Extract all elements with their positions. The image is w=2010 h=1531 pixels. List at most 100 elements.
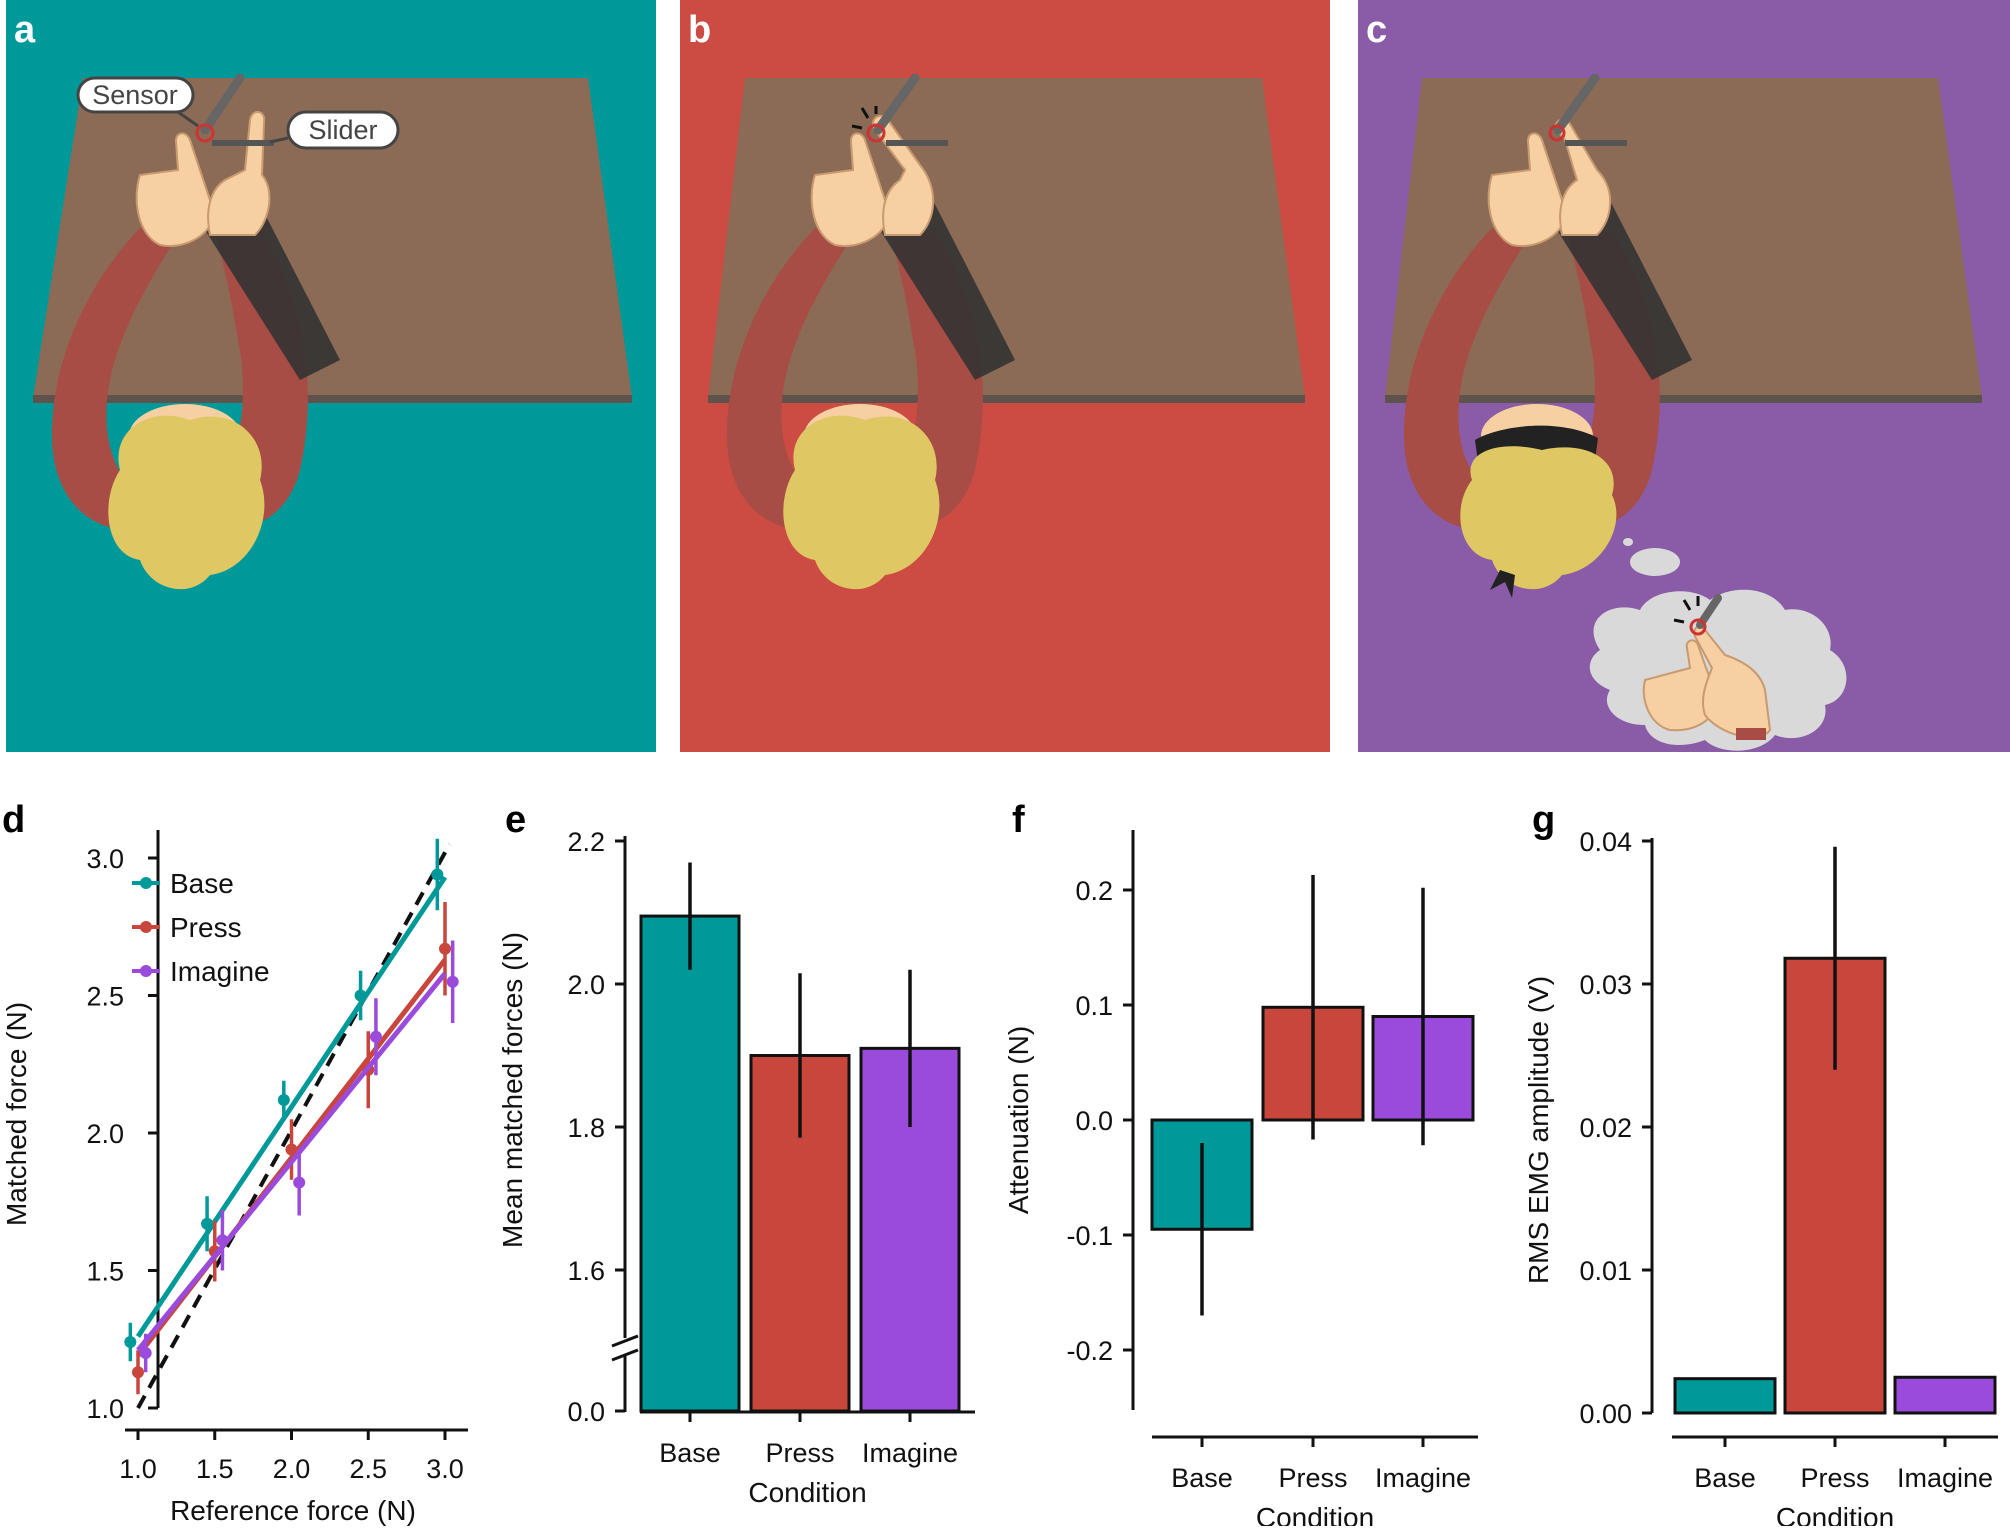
callout-slider: Slider	[269, 110, 400, 150]
y-tick-label: 1.8	[567, 1113, 605, 1143]
y-tick-label: 2.0	[567, 970, 605, 1000]
panel-a-illustration: Sensor Slider a	[6, 0, 656, 752]
blindfold-knot-icon	[1490, 570, 1515, 598]
panel-letter-d: d	[2, 799, 25, 841]
left-hand	[1487, 132, 1569, 247]
panel-letter-f: f	[1012, 799, 1025, 841]
sensor-rod	[1553, 73, 1600, 135]
callout-sensor: Sensor	[76, 76, 199, 128]
y-tick-label: 0.00	[1579, 1399, 1632, 1429]
y-tick-label: 0.0	[567, 1397, 605, 1427]
sensor-icon	[195, 123, 215, 143]
x-tick-label: 2.5	[349, 1454, 387, 1484]
panel-letter-c: c	[1366, 9, 1387, 51]
x-tick-label: 2.0	[273, 1454, 311, 1484]
legend-label-base: Base	[170, 868, 234, 899]
chart-d-matched-force: 1.0 1.5 2.0 2.5 3.0 1.0 1.5 2.0 2.5 3.0 Reference …	[1, 830, 468, 1526]
bar-base	[1673, 1377, 1777, 1415]
panel-c-illustration: c	[1358, 0, 2010, 752]
axis-break-mark	[611, 1348, 639, 1362]
panel-letter-a: a	[14, 9, 36, 51]
slider-icon	[886, 140, 948, 146]
left-hand	[135, 132, 217, 247]
y-tick-label: 0.02	[1579, 1113, 1632, 1143]
legend-marker-base	[140, 877, 152, 889]
head-hair	[1460, 446, 1617, 590]
x-tick-label-base: Base	[1171, 1463, 1233, 1493]
y-tick-label: 0.1	[1075, 991, 1113, 1021]
y-tick-label: -0.2	[1066, 1336, 1113, 1366]
data-point-press	[285, 1143, 298, 1156]
y-tick-label: 2.0	[86, 1119, 124, 1149]
y-tick-label: 0.2	[1075, 876, 1113, 906]
y-axis-title: RMS EMG amplitude (V)	[1523, 976, 1554, 1284]
y-tick-label: 1.0	[86, 1394, 124, 1424]
sensor-rod	[873, 73, 920, 135]
press-burst-icon	[851, 106, 878, 130]
y-tick-label: 2.2	[567, 827, 605, 857]
table-edge	[1385, 395, 1982, 403]
panel-letter-g: g	[1532, 799, 1555, 841]
y-tick-label: -0.1	[1066, 1221, 1113, 1251]
chart-g-rms-emg: 0.00 0.01 0.02 0.03 0.04 Base Press ImagineCond…	[1523, 827, 1998, 1531]
bar-imagine	[1893, 1375, 1997, 1415]
y-tick-label: 0.04	[1579, 827, 1632, 857]
x-axis-title: Condition	[1256, 1502, 1374, 1526]
table-edge	[33, 395, 632, 403]
slider-icon	[1565, 140, 1627, 146]
callout-sensor-text: Sensor	[92, 80, 178, 110]
chart-f-attenuation: -0.2 -0.1 0.0 0.1 0.2 Base Press ImagineConditi…	[1003, 830, 1478, 1531]
data-point-press	[132, 1366, 144, 1379]
panel-b-illustration: b	[680, 0, 1330, 752]
imagined-sensor-icon	[1689, 618, 1707, 636]
identity-dashed-line	[136, 843, 452, 1409]
x-axis-title: Condition	[1776, 1502, 1894, 1526]
data-point-imagine	[139, 1347, 152, 1359]
legend-marker-imagine	[140, 965, 152, 977]
x-axis-title: Condition	[748, 1477, 866, 1508]
x-tick-label-press: Press	[1278, 1463, 1347, 1493]
x-tick-label-imagine: Imagine	[1375, 1463, 1471, 1493]
x-tick-label-base: Base	[659, 1438, 721, 1468]
y-axis-title: Attenuation (N)	[1003, 1026, 1034, 1214]
imagined-press-burst-icon	[1673, 596, 1700, 624]
legend-marker-press	[140, 921, 152, 933]
data-point-base	[354, 989, 367, 1002]
data-point-press	[439, 942, 451, 955]
y-tick-label: 0.03	[1579, 970, 1632, 1000]
x-tick-label: 3.0	[426, 1454, 464, 1484]
axis-break-mark	[611, 1334, 639, 1348]
slider-icon	[212, 140, 274, 146]
bar-base	[639, 914, 741, 1413]
x-tick-label-imagine: Imagine	[862, 1438, 958, 1468]
y-tick-label: 3.0	[86, 844, 124, 874]
imagined-sleeve	[1736, 728, 1766, 740]
data-point-base	[277, 1094, 290, 1106]
legend-label-press: Press	[170, 912, 242, 943]
fit-line-imagine	[136, 971, 447, 1352]
sensor-icon	[1548, 124, 1566, 142]
x-tick-label-press: Press	[765, 1438, 834, 1468]
x-tick-label-imagine: Imagine	[1897, 1463, 1993, 1493]
y-tick-label: 1.6	[567, 1256, 605, 1286]
left-arm	[726, 228, 850, 530]
data-point-imagine	[216, 1234, 229, 1247]
head-hair	[783, 415, 940, 590]
x-tick-label-base: Base	[1694, 1463, 1756, 1493]
panel-letter-b: b	[688, 9, 711, 51]
sensor-icon	[866, 123, 886, 143]
y-tick-label: 1.5	[86, 1257, 124, 1287]
x-tick-label: 1.5	[196, 1454, 234, 1484]
y-tick-label: 2.5	[86, 982, 124, 1012]
chart-e-mean-matched-forces: 0.0 1.6 1.8 2.0 2.2 Base Press Imagine Condition…	[497, 827, 975, 1508]
head-hair	[108, 415, 265, 590]
bar-press	[1783, 956, 1887, 1415]
y-axis-title: Matched force (N)	[1, 1002, 32, 1226]
x-tick-label: 1.0	[119, 1454, 157, 1484]
data-point-imagine	[293, 1176, 306, 1189]
data-point-base	[431, 868, 444, 881]
right-hand	[1554, 118, 1612, 236]
y-tick-label: 0.0	[1075, 1106, 1113, 1136]
x-tick-label-press: Press	[1800, 1463, 1869, 1493]
